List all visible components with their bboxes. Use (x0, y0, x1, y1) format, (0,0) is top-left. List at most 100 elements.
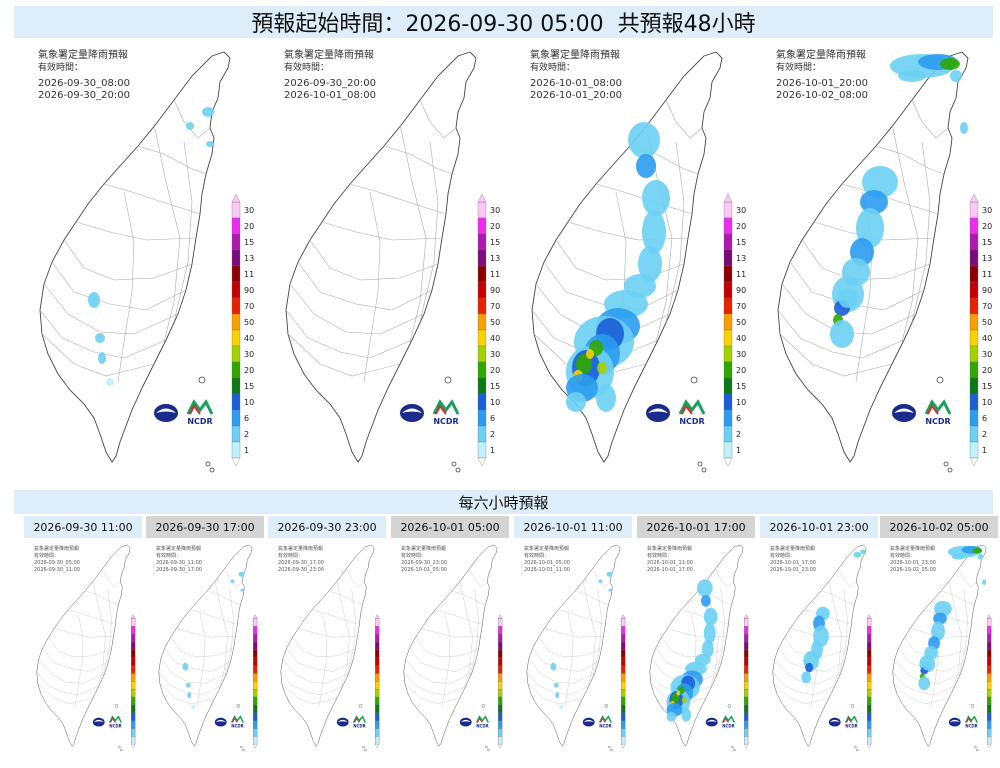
product-name: 氣象署定量降雨預報 (530, 50, 620, 61)
rain-patch (238, 571, 245, 577)
county-boundary (298, 628, 358, 638)
county-boundary (399, 123, 427, 343)
legend-swatch (375, 712, 380, 721)
county-boundary (940, 590, 975, 605)
legend-swatch (969, 393, 979, 411)
forecast-panel-6h[interactable]: 2026-10-01 23:00 NCDR 氣象署定量降雨預報 有效時間： 2026-1… (760, 516, 878, 766)
legend-label: 20 (490, 366, 500, 375)
forecast-panel-6h[interactable]: 2026-10-01 11:00 NCDR 氣象署定量降雨預報 有效時間： 2026-1… (514, 516, 632, 766)
forecast-panel-6h[interactable]: 2026-10-02 05:00 NCDR 氣象署定量降雨預報 有效時間： 2026-1… (880, 516, 998, 766)
legend-swatch (231, 233, 241, 251)
legend-swatch (867, 689, 872, 698)
rain-patch (972, 547, 983, 554)
legend-label: 10 (244, 398, 254, 407)
county-boundary (592, 589, 602, 678)
valid-end: 2026-09-30_11:00 (34, 567, 80, 573)
legend-swatch (253, 704, 258, 713)
forecast-panel-6h[interactable]: 2026-10-01 05:00 NCDR 氣象署定量降雨預報 有效時間： 2026-0… (391, 516, 509, 766)
county-boundary (346, 568, 365, 588)
legend-label: 10 (736, 398, 746, 407)
rain-patch (182, 662, 189, 671)
legend-swatch (498, 626, 503, 635)
legend-bottom-arrow (130, 744, 136, 749)
legend-bottom-arrow (477, 457, 487, 467)
legend-swatch (253, 681, 258, 690)
county-boundary (286, 647, 353, 672)
legend-swatch (621, 704, 626, 713)
legend-swatch (987, 681, 992, 690)
legend-swatch (744, 681, 749, 690)
county-boundary (363, 191, 381, 383)
legend-swatch (867, 641, 872, 651)
offshore-island (604, 704, 609, 708)
legend-swatch (867, 618, 872, 627)
legend-swatch (231, 409, 241, 427)
legend-swatch (131, 728, 136, 737)
rain-patch (898, 70, 926, 82)
legend-swatch (723, 393, 733, 411)
legend-label: 1 (490, 446, 495, 455)
legend-label: 200 (490, 222, 500, 231)
county-boundary (404, 683, 460, 705)
legend-label: 30 (982, 350, 992, 359)
county-boundary (190, 609, 238, 625)
product-name: 氣象署定量降雨預報 (776, 50, 866, 61)
ncdr-logo-icon: NCDR (678, 399, 706, 426)
county-boundary (159, 683, 215, 705)
legend-swatch (867, 728, 872, 737)
legend-label: 200 (982, 222, 992, 231)
forecast-panel-6h[interactable]: 2026-09-30 11:00 NCDR 氣象署定量降雨預報 有效時間： 2026-0… (24, 516, 142, 766)
legend-label: 30 (490, 350, 500, 359)
legend-swatch (231, 329, 241, 347)
legend-swatch (987, 634, 992, 643)
legend-swatch (477, 441, 487, 459)
legend-swatch (375, 665, 380, 674)
county-boundary (779, 333, 893, 377)
legend-swatch (723, 313, 733, 331)
rain-patch (598, 579, 603, 584)
county-boundary (891, 123, 919, 343)
legend-swatch (498, 696, 503, 706)
product-name: 氣象署定量降雨預報 (34, 546, 80, 552)
forecast-panel-12h: 300 200 150 130 110 90 70 50 40 30 20 15 10 6 2 1 NCDR 氣象… (260, 42, 500, 478)
panel-caption: 氣象署定量降雨預報 有效時間： 2026-09-30_17:00 2026-09-30… (278, 546, 324, 574)
valid-end: 2026-10-01_11:00 (524, 567, 570, 573)
legend-swatch (498, 634, 503, 643)
legend-swatch (723, 377, 733, 395)
legend-top-arrow (497, 614, 503, 619)
county-boundary (160, 658, 227, 684)
panel-caption: 氣象署定量降雨預報 有效時間： 2026-09-30_08:00 2026-09-30… (38, 50, 130, 102)
legend-label: 15 (490, 382, 500, 391)
legend-swatch (744, 618, 749, 627)
rain-patch (186, 122, 194, 130)
legend-swatch (867, 626, 872, 635)
legend-swatch (131, 657, 136, 666)
county-boundary (543, 261, 679, 311)
forecast-panel-6h[interactable]: 2026-10-01 17:00 NCDR 氣象署定量降雨預報 有效時間： 2026-1… (637, 516, 755, 766)
county-boundary (41, 333, 155, 377)
legend-swatch (477, 409, 487, 427)
legend-swatch (375, 657, 380, 666)
county-boundary (176, 628, 236, 638)
panel-caption: 氣象署定量降雨預報 有效時間： 2026-09-30_20:00 2026-10-01… (284, 50, 376, 102)
legend-swatch (498, 618, 503, 627)
rain-patch (838, 288, 858, 308)
offshore-island (209, 467, 215, 473)
rain-patch (931, 621, 945, 642)
ncdr-logo-text: NCDR (187, 417, 212, 426)
county-boundary (838, 589, 848, 678)
county-boundary (527, 683, 583, 705)
county-boundary (526, 671, 589, 696)
legend-swatch (253, 649, 258, 658)
cwa-logo-icon (828, 717, 841, 727)
forecast-panel-6h[interactable]: 2026-09-30 17:00 NCDR 氣象署定量降雨預報 有效時間： 2026-0… (146, 516, 264, 766)
legend-swatch (987, 673, 992, 682)
legend-bottom-arrow (743, 744, 749, 749)
panel-time-label: 2026-10-02 05:00 (880, 516, 998, 538)
legend-swatch (231, 281, 241, 299)
legend-swatch (131, 720, 136, 729)
forecast-panel-6h[interactable]: 2026-09-30 23:00 NCDR 氣象署定量降雨預報 有效時間： 2026-0… (268, 516, 386, 766)
legend-label: 40 (244, 334, 254, 343)
valid-time-label: 有效時間： (776, 63, 822, 73)
county-boundary (92, 580, 106, 688)
